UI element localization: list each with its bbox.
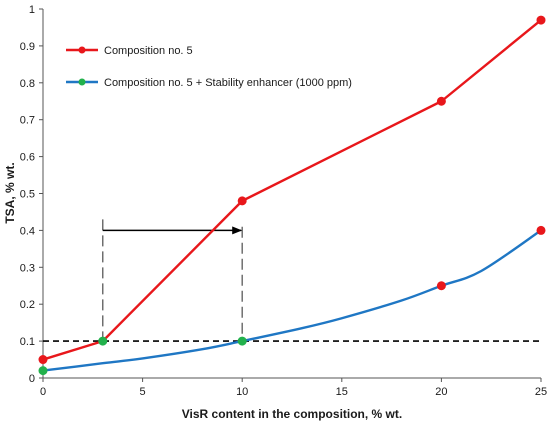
x-tick-label: 5 (140, 386, 146, 398)
legend-label-1: Composition no. 5 + Stability enhancer (… (104, 77, 352, 89)
y-tick-label: 0.2 (20, 299, 35, 311)
series-1-point (237, 336, 247, 346)
y-tick-label: 0.8 (20, 78, 35, 90)
y-axis-title: TSA, % wt. (3, 162, 17, 223)
legend-box (58, 36, 332, 102)
x-tick-label: 0 (40, 386, 46, 398)
series-0-point (38, 355, 48, 365)
x-tick-label: 25 (535, 386, 547, 398)
x-axis-title: VisR content in the composition, % wt. (182, 407, 402, 421)
y-tick-label: 0.7 (20, 115, 35, 127)
y-tick-label: 0.3 (20, 262, 35, 274)
y-tick-label: 0.1 (20, 336, 35, 348)
annotations (43, 219, 541, 342)
x-tick-label: 15 (336, 386, 348, 398)
y-tick-label: 0 (29, 373, 35, 385)
axes (39, 8, 542, 382)
y-tick-label: 0.5 (20, 189, 35, 201)
legend-marker-0 (78, 46, 86, 54)
x-tick-label: 10 (236, 386, 248, 398)
series-0-point (536, 15, 546, 25)
legend-item-1: Composition no. 5 + Stability enhancer (… (66, 77, 352, 89)
series-line-1 (42, 229, 542, 372)
markers-layer (38, 15, 546, 376)
series-1-point (38, 366, 48, 376)
legend: Composition no. 5 Composition no. 5 + St… (58, 36, 352, 102)
y-tick-label: 0.6 (20, 152, 35, 164)
x-tick-label: 20 (435, 386, 447, 398)
y-tick-label: 0.4 (20, 225, 35, 237)
legend-marker-1 (78, 78, 86, 86)
series-0-point (436, 96, 446, 106)
legend-label-0: Composition no. 5 (104, 45, 193, 57)
tick-labels: 00.10.20.30.40.50.60.70.80.910 5 10 15 20 25 (20, 4, 547, 398)
y-tick-label: 1 (29, 4, 35, 16)
y-tick-label: 0.9 (20, 41, 35, 53)
legend-item-0: Composition no. 5 (66, 45, 193, 57)
series-1-point (436, 281, 446, 291)
series-0-point (237, 196, 247, 206)
series-1-point (536, 225, 546, 235)
series-0-point (98, 336, 108, 346)
